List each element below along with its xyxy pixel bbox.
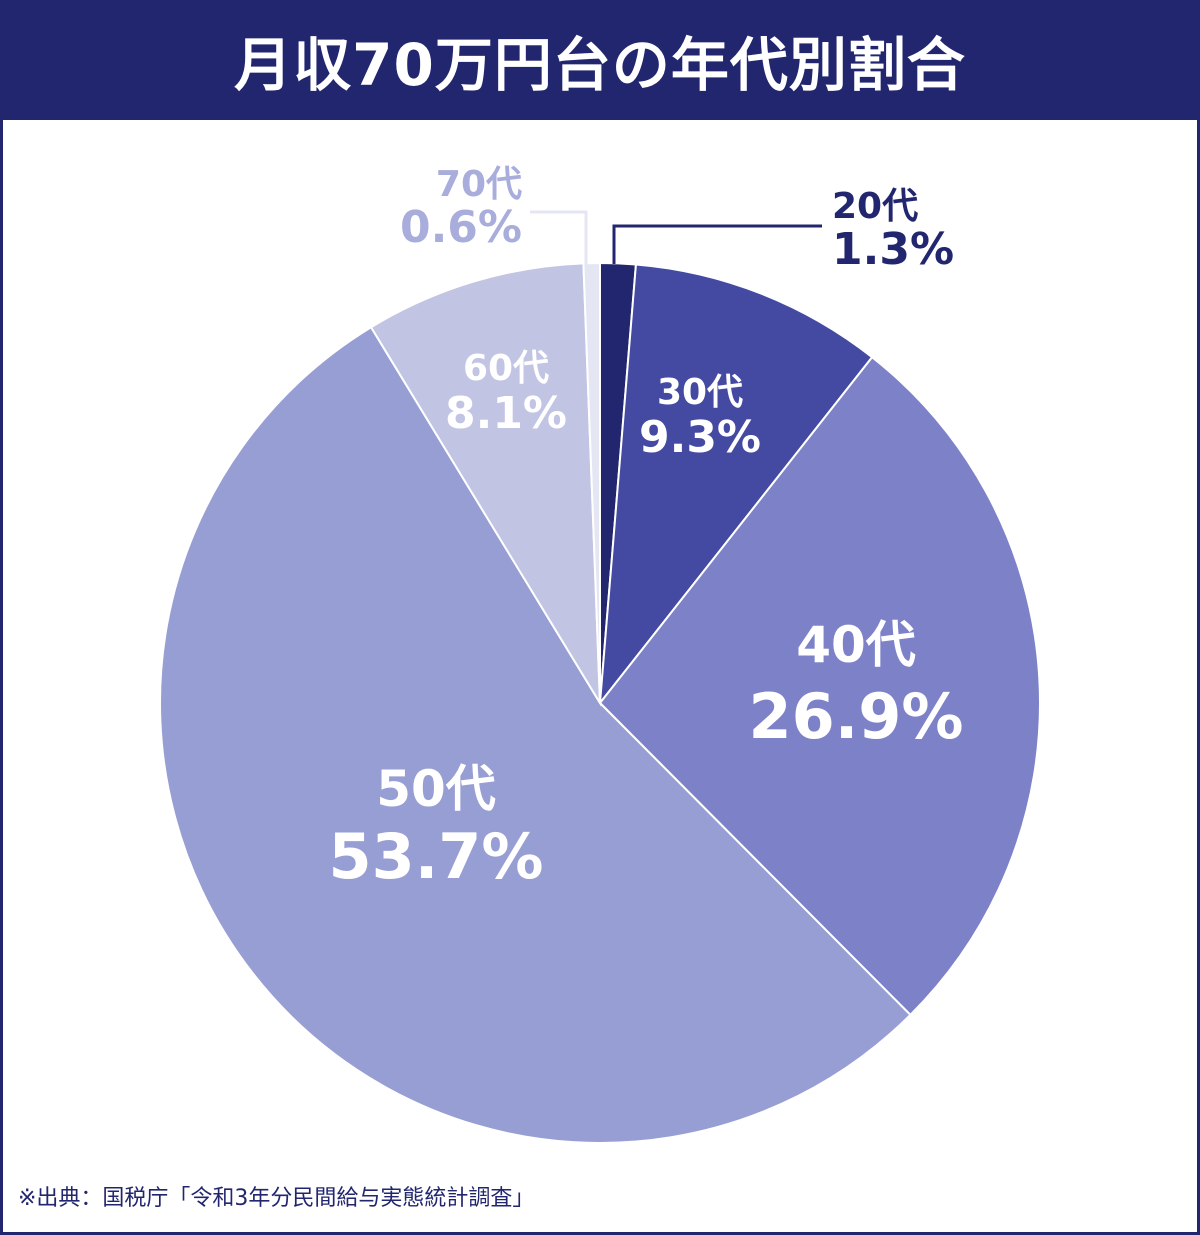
slice-label-name-6: 70代 xyxy=(436,164,522,205)
leader-lines xyxy=(530,210,822,266)
slice-label-percent-5: 8.1% xyxy=(445,388,567,439)
chart-title: 月収70万円台の年代別割合 xyxy=(234,31,966,99)
pie-slices xyxy=(159,261,1041,1144)
leader-line-1 xyxy=(612,224,822,264)
slice-label-percent-2: 9.3% xyxy=(639,412,761,463)
slice-label-percent-1: 1.3% xyxy=(832,224,954,275)
slice-label-name-4: 50代 xyxy=(376,760,496,818)
pie-slice-5 xyxy=(369,262,602,707)
slice-label-name-1: 20代 xyxy=(832,186,918,227)
slice-label-name-5: 60代 xyxy=(463,348,549,389)
leader-line-6 xyxy=(530,210,588,266)
pie-slice-4 xyxy=(159,325,912,1144)
source-note: ※出典：国税庁「令和3年分民間給与実態統計調査」 xyxy=(18,1186,535,1211)
slice-label-percent-4: 53.7% xyxy=(328,820,543,893)
pie-slice-2 xyxy=(598,263,874,707)
pie-slice-6 xyxy=(582,261,601,704)
pie-slice-3 xyxy=(598,355,1041,1017)
slice-label-name-3: 40代 xyxy=(796,616,916,674)
slice-label-percent-6: 0.6% xyxy=(400,202,522,253)
slice-label-percent-3: 26.9% xyxy=(748,680,963,753)
slice-label-name-2: 30代 xyxy=(657,372,743,413)
title-bar: 月収70万円台の年代別割合 xyxy=(0,0,1200,120)
